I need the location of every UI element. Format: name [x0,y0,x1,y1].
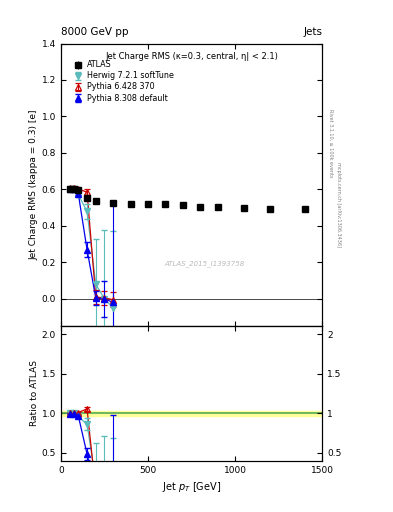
Text: mcplots.cern.ch [arXiv:1306.3436]: mcplots.cern.ch [arXiv:1306.3436] [336,162,341,247]
Y-axis label: Jet Charge RMS (kappa = 0.3) [e]: Jet Charge RMS (kappa = 0.3) [e] [30,110,39,260]
Y-axis label: Ratio to ATLAS: Ratio to ATLAS [30,360,39,426]
Text: Rivet 3.1.10, ≥ 100k events: Rivet 3.1.10, ≥ 100k events [328,109,333,178]
X-axis label: Jet $p_T$ [GeV]: Jet $p_T$ [GeV] [162,480,221,494]
Text: Jet Charge RMS (κ=0.3, central, η| < 2.1): Jet Charge RMS (κ=0.3, central, η| < 2.1… [105,52,278,61]
Text: Jets: Jets [303,27,322,37]
Text: 8000 GeV pp: 8000 GeV pp [61,27,129,37]
Legend: ATLAS, Herwig 7.2.1 softTune, Pythia 6.428 370, Pythia 8.308 default: ATLAS, Herwig 7.2.1 softTune, Pythia 6.4… [70,59,176,104]
Text: ATLAS_2015_I1393758: ATLAS_2015_I1393758 [165,261,245,267]
Bar [61,411,322,416]
